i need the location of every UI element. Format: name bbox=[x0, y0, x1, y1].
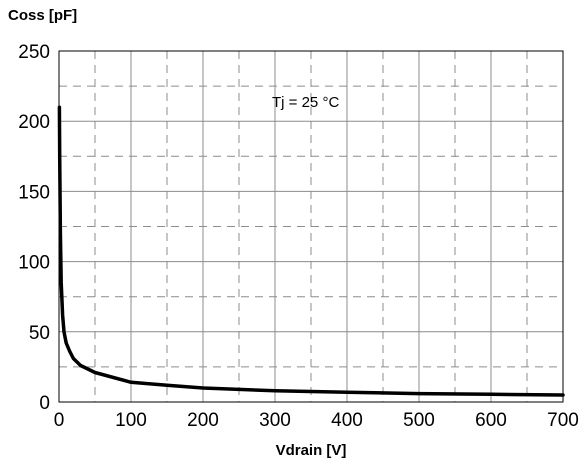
y-tick-label: 150 bbox=[18, 182, 50, 203]
y-tick-label: 50 bbox=[29, 323, 50, 344]
x-tick-label: 200 bbox=[187, 410, 219, 431]
temperature-annotation: Tj = 25 °C bbox=[272, 94, 339, 111]
y-tick-label: 250 bbox=[18, 42, 50, 63]
y-tick-labels: 0 50 100 150 200 250 bbox=[18, 42, 50, 414]
x-tick-label: 0 bbox=[54, 410, 65, 431]
x-axis-title: Vdrain [V] bbox=[276, 442, 347, 459]
x-tick-label: 600 bbox=[475, 410, 507, 431]
minor-grid bbox=[59, 51, 563, 402]
series-layer bbox=[57, 105, 565, 397]
y-tick-label: 0 bbox=[39, 393, 50, 414]
y-tick-label: 200 bbox=[18, 112, 50, 133]
x-tick-label: 500 bbox=[403, 410, 435, 431]
y-tick-label: 100 bbox=[18, 253, 50, 274]
y-axis-title: Coss [pF] bbox=[8, 7, 77, 24]
x-tick-label: 400 bbox=[331, 410, 363, 431]
x-tick-labels: 0 100 200 300 400 500 600 700 bbox=[54, 410, 579, 431]
x-tick-label: 700 bbox=[547, 410, 579, 431]
x-tick-label: 100 bbox=[115, 410, 147, 431]
coss-series-line bbox=[57, 105, 565, 397]
x-tick-label: 300 bbox=[259, 410, 291, 431]
